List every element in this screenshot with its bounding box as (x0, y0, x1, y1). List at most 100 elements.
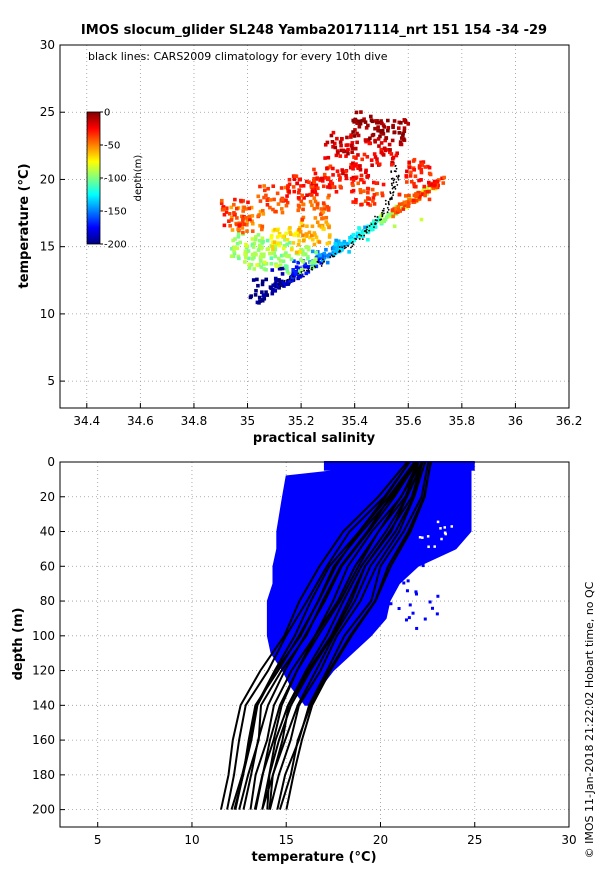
ts-obs-point (283, 238, 287, 242)
ts-obs-point (344, 173, 348, 178)
td-observation-point (428, 600, 432, 604)
ts-obs-point (397, 202, 402, 207)
td-envelope-gap (443, 531, 447, 535)
ts-obs-point (434, 185, 438, 190)
ts-obs-point (367, 225, 372, 229)
ts-obs-point (369, 158, 374, 162)
ts-obs-point (360, 157, 365, 162)
ts-obs-point (260, 290, 264, 294)
ts-obs-point (330, 246, 335, 251)
ts-obs-point (299, 258, 303, 262)
ts-obs-point (383, 217, 388, 222)
ts-obs-point (268, 251, 272, 256)
ts-obs-point (427, 197, 432, 202)
ts-obs-point (312, 231, 317, 235)
td-y-tick-label: 80 (40, 594, 55, 608)
climatology-point (390, 196, 393, 199)
climatology-point (387, 200, 390, 203)
ts-obs-point (307, 180, 311, 184)
climatology-point (322, 261, 325, 263)
td-surface-observations (323, 461, 475, 471)
climatology-point (352, 243, 355, 246)
ts-obs-point (248, 217, 252, 222)
ts-obs-point (373, 155, 378, 159)
climatology-point (341, 246, 344, 249)
climatology-point (299, 274, 302, 276)
ts-obs-point (292, 177, 297, 181)
ts-obs-point (338, 184, 343, 189)
ts-obs-point (250, 237, 255, 241)
ts-obs-point (407, 198, 411, 202)
ts-obs-point (375, 157, 379, 161)
ts-obs-point (375, 192, 379, 196)
ts-obs-point (312, 261, 317, 265)
ts-obs-point (315, 205, 320, 210)
ts-obs-point (228, 223, 232, 228)
ts-obs-point (354, 156, 358, 160)
ts-obs-point (288, 230, 292, 235)
ts-x-tick-label: 35.4 (341, 414, 368, 428)
climatology-point (358, 233, 361, 236)
ts-obs-point (294, 250, 299, 255)
td-climatology-line (220, 461, 408, 810)
ts-scatter-plot: 34.4 34.6 34.8 35 35.2 35.4 35.6 35.8 36 36.2 5 10… (17, 38, 582, 446)
ts-obs-point (412, 167, 417, 172)
ts-obs-point (370, 163, 374, 168)
ts-obs-point (314, 235, 319, 240)
ts-obs-point (409, 170, 413, 175)
td-climatology-line (234, 461, 419, 810)
ts-obs-point (258, 209, 263, 214)
ts-obs-point (256, 283, 260, 288)
ts-obs-point (347, 250, 351, 254)
ts-obs-point (319, 261, 323, 265)
ts-obs-point (273, 245, 277, 250)
ts-x-tick-label: 34.8 (181, 414, 208, 428)
td-y-tick-label: 40 (40, 525, 55, 539)
td-y-tick-label: 140 (32, 698, 55, 712)
ts-obs-point (402, 129, 407, 134)
ts-obs-point (241, 219, 245, 223)
ts-obs-point (250, 257, 255, 261)
ts-obs-point (235, 216, 239, 220)
ts-obs-point (245, 220, 250, 224)
climatology-point (386, 211, 389, 214)
ts-obs-point (242, 222, 246, 227)
climatology-point (355, 238, 358, 240)
ts-obs-point (273, 289, 278, 293)
ts-obs-point (250, 229, 255, 233)
ts-obs-point (243, 260, 247, 264)
ts-obs-point (232, 213, 237, 217)
ts-obs-point (313, 199, 318, 204)
ts-obs-point (336, 245, 341, 249)
climatology-point (321, 262, 324, 265)
ts-obs-point (297, 188, 302, 192)
td-climatology-line (253, 461, 420, 810)
depth-colorbar: 0 -50 -100 -150 -200 depth(m) (86, 108, 144, 251)
ts-obs-point (255, 277, 259, 282)
ts-obs-point (319, 225, 324, 229)
ts-obs-point (371, 196, 376, 200)
ts-x-tick-label: 36.2 (556, 414, 583, 428)
ts-obs-point (241, 230, 245, 235)
ts-obs-point (296, 233, 301, 238)
climatology-point (392, 194, 395, 197)
td-envelope-gap (421, 536, 424, 539)
colorbar-label: depth(m) (133, 155, 144, 202)
td-x-ticks: 5 10 15 20 25 30 (94, 833, 577, 847)
climatology-point (383, 212, 385, 215)
ts-obs-point (330, 140, 335, 144)
ts-obs-point (285, 266, 289, 271)
ts-obs-point (279, 186, 284, 190)
climatology-point (330, 254, 333, 256)
ts-obs-point (337, 173, 341, 177)
ts-obs-point (244, 242, 248, 247)
ts-obs-point (401, 207, 406, 211)
climatology-point (382, 209, 385, 212)
ts-obs-point (352, 134, 357, 138)
colorbar-tick-label: -50 (104, 141, 120, 152)
climatology-point (297, 272, 300, 275)
footer-stamp: © IMOS 11-Jan-2018 21:22:02 Hobart time,… (583, 581, 596, 858)
ts-obs-point (308, 235, 312, 240)
ts-obs-point (398, 142, 403, 147)
